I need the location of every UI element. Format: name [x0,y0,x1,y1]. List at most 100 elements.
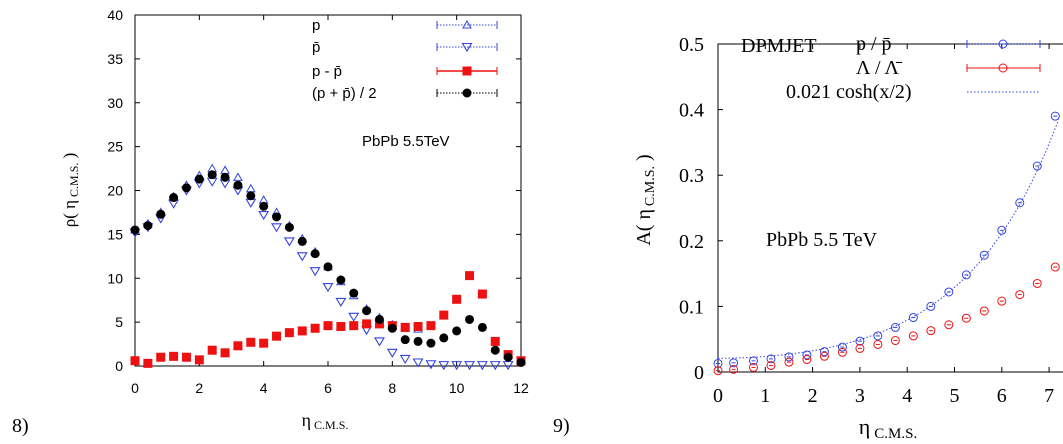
plot8-legend-marker-3 [462,88,472,98]
plot8-point-3-shape [439,333,449,343]
plot9-point-1 [729,364,739,374]
plot9-point-1-shape [713,366,723,376]
plot8-point-1 [502,361,514,371]
plot9-xtick-label: 5 [950,385,960,407]
plot8-point-2-shape [297,326,307,336]
plot8-point-2-shape [477,289,487,299]
plot8-point-3 [387,323,397,333]
plot8-point-3 [400,335,410,345]
plot9-point-0-shape [713,358,723,368]
plot8-point-2-shape [362,319,372,329]
plot8-ytick-label: 10 [107,270,123,286]
plot8-point-2-shape [130,356,140,366]
plot8-point-1-shape [425,360,437,370]
plot9-point-0 [873,331,883,341]
plot8-point-2 [413,322,423,332]
plot8-point-3-shape [297,236,307,246]
plot9-point-0-shape [729,358,739,368]
plot8-point-3 [272,212,282,222]
plot8-legend-label-2: p - p̄ [312,63,342,80]
plot9-legend-label-2: 0.021 cosh(x/2) [786,81,912,103]
plot8-point-3 [259,201,269,211]
plot8-ytick-label: 30 [107,95,123,111]
plot8-point-3 [194,174,204,184]
plot8-point-2-shape [194,355,204,365]
plot9-ytick-label: 0.5 [679,34,704,56]
plot9-point-1-shape [961,313,971,323]
plot8-xtick-label: 10 [449,380,465,396]
plot8-point-3 [413,336,423,346]
plot8-point-1 [373,337,385,347]
plot8-point-1 [206,177,218,187]
plot8-point-1-shape [322,282,334,293]
plot8-point-1 [258,211,270,221]
plot9-point-1-shape [1015,290,1025,300]
plot9-point-0 [997,225,1007,235]
plot8-legend-marker-0 [462,19,472,29]
plot9-point-0 [766,354,776,364]
plot8-point-3-shape [465,314,475,324]
plot9-legend-marker-1-shape [998,63,1008,73]
plot8-point-1 [386,348,398,358]
plot8-point-3 [246,191,256,201]
plot8-xtick-label: 0 [131,380,139,396]
plot8-point-3 [465,314,475,324]
plot8-point-3 [452,326,462,336]
plot8-legend-marker-1 [461,42,473,53]
plot9-point-0-shape [944,287,954,297]
plot8-point-2-shape [143,358,153,368]
plot8-point-0 [220,165,230,174]
plot8-point-2-shape [310,323,320,333]
plot9-point-0 [729,358,739,368]
plot8-point-3-shape [413,336,423,346]
plot8-point-3 [374,314,384,324]
plot8-point-2-shape [413,322,423,332]
plot9-point-0-shape [997,225,1007,235]
plot8-point-1 [399,354,411,365]
plot8-point-2-shape [400,322,410,332]
plot9-point-1-shape [997,296,1007,306]
plot9-point-0 [908,313,918,323]
plot9-point-1 [1015,290,1025,300]
plot8-point-3-shape [336,275,346,285]
plot8-point-2 [220,348,230,358]
plot9-legend-title: DPMJET [741,35,817,57]
plot9-point-1 [926,326,936,336]
plot8-point-1 [245,198,257,208]
plot8-point-1-shape [335,297,347,308]
plot9-ytick-label: 0.1 [679,296,704,318]
plot8-point-1 [489,361,501,371]
plot8-point-2-shape [272,331,282,341]
plot8-point-3-shape [143,221,153,231]
plot8-point-2-shape [439,310,449,320]
plot8-point-2 [194,355,204,365]
plot8-point-2-shape [426,321,436,331]
plot8-point-2-shape [246,337,256,347]
plot9-point-1-shape [944,320,954,330]
plot9-point-0 [819,347,829,357]
plot8-point-3 [362,306,372,316]
plot8-ytick-label: 40 [107,7,123,23]
plot9-point-0-shape [1050,111,1060,121]
plot9-point-0 [748,356,758,366]
plot9-point-1 [748,362,758,372]
plot8-point-1-shape [206,177,218,187]
plot8-point-2 [362,319,372,329]
plot8-point-1-shape [451,361,463,371]
panel-label-8: 8) [12,415,29,437]
plot9-point-0-shape [873,331,883,341]
plot9-point-1 [997,296,1007,306]
plot8-point-3 [233,180,243,190]
plot8-point-2-shape [452,294,462,304]
plot8-point-2-shape [465,271,475,281]
plot8-legend-marker-1-shape [461,42,473,53]
plot8-ytick-label: 20 [107,183,123,199]
plot8-point-0-shape [220,165,230,174]
plot8-point-2-shape [156,352,166,362]
plot8-point-3-shape [477,322,487,332]
plot8-point-2 [452,294,462,304]
plot9-point-0 [713,358,723,368]
plot8-xtick-label: 12 [513,380,529,396]
plot9-point-1-shape [819,351,829,361]
plot9-point-1-shape [873,339,883,349]
